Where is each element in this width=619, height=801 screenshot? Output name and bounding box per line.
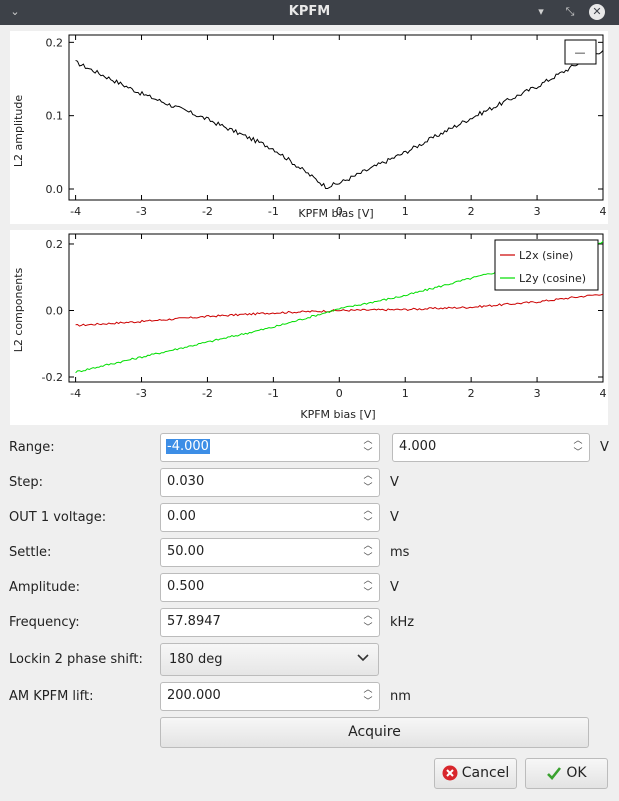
step-value: 0.030 (167, 474, 205, 489)
spin-arrows-icon[interactable]: ︿ ﹀ (363, 506, 373, 528)
spin-arrows-icon[interactable]: ︿ ﹀ (363, 576, 373, 598)
amplitude-value: 0.500 (167, 579, 205, 594)
legend: L2x (sine) L2y (cosine) (494, 239, 599, 291)
x-tick-label: 4 (600, 387, 607, 400)
checkmark-icon (547, 766, 562, 780)
x-tick-label: -3 (136, 387, 147, 400)
range-label: Range: (9, 440, 55, 455)
spin-arrows-icon[interactable]: ︿ ﹀ (363, 471, 373, 493)
y-tick-label: 0.0 (46, 304, 64, 317)
out1-value: 0.00 (167, 509, 196, 524)
settle-input[interactable]: 50.00 ︿ ﹀ (160, 538, 380, 567)
range-min-input[interactable]: -4.000 ︿ ﹀ (160, 433, 380, 462)
spin-arrows-icon[interactable]: ︿ ﹀ (363, 436, 373, 458)
y-tick-label: -0.2 (42, 371, 63, 384)
amplitude-plot: -4 -3 -2 -1 0 1 2 3 4 0.2 0.1 0.0 L2 amplitude KPFM… (10, 31, 608, 224)
window-title: KPFM (288, 4, 331, 19)
frequency-unit: kHz (390, 615, 415, 630)
out1-unit: V (390, 510, 399, 525)
x-tick-label: 4 (600, 205, 607, 218)
amplitude-unit: V (390, 580, 399, 595)
pin-icon[interactable]: ▾ (538, 5, 544, 18)
out1-label: OUT 1 voltage: (9, 510, 107, 525)
x-tick-label: -2 (202, 205, 213, 218)
acquire-label: Acquire (348, 724, 401, 740)
range-max-value: 4.000 (399, 439, 437, 454)
x-tick-label: 1 (402, 387, 409, 400)
legend: — (564, 39, 597, 65)
x-tick-label: 0 (336, 205, 343, 218)
y-axis-label: L2 amplitude (12, 95, 25, 167)
settle-unit: ms (390, 545, 410, 560)
out1-input[interactable]: 0.00 ︿ ﹀ (160, 503, 380, 532)
plot-frame (68, 34, 604, 201)
spin-arrows-icon[interactable]: ︿ ﹀ (363, 611, 373, 633)
x-axis-label: KPFM bias [V] (298, 207, 373, 220)
y-axis-label: L2 components (12, 267, 25, 352)
phase-value: 180 deg (169, 652, 223, 667)
cancel-icon (442, 765, 458, 780)
spin-arrows-icon[interactable]: ︿ ﹀ (363, 685, 373, 707)
frequency-input[interactable]: 57.8947 ︿ ﹀ (160, 608, 380, 637)
y-tick-label: 0.1 (46, 110, 64, 123)
phase-select[interactable]: 180 deg (160, 643, 379, 676)
cancel-label: Cancel (461, 765, 510, 781)
x-tick-label: -1 (268, 387, 279, 400)
step-unit: V (390, 475, 399, 490)
x-tick-label: -1 (268, 205, 279, 218)
y-tick-label: 0.0 (46, 183, 64, 196)
x-tick-label: 0 (336, 387, 343, 400)
settle-value: 50.00 (167, 544, 205, 559)
components-plot-svg: -4 -3 -2 -1 0 1 2 3 4 0.2 0.0 -0.2 L2 components KP… (12, 233, 607, 421)
x-tick-label: -4 (70, 205, 81, 218)
amplitude-series-line (75, 50, 604, 189)
spin-arrows-icon[interactable]: ︿ ﹀ (363, 541, 373, 563)
lift-input[interactable]: 200.000 ︿ ﹀ (160, 682, 380, 711)
lift-label: AM KPFM lift: (9, 689, 94, 704)
x-tick-label: 3 (534, 205, 541, 218)
range-min-value: -4.000 (166, 439, 210, 454)
amplitude-label: Amplitude: (9, 580, 80, 595)
legend-entry: — (575, 46, 586, 59)
chevron-down-icon (357, 654, 369, 662)
step-label: Step: (9, 475, 43, 490)
range-unit: V (600, 440, 609, 455)
ok-label: OK (566, 765, 587, 781)
title-bar: ⌄ KPFM ▾ ⤡ ✕ (0, 0, 619, 25)
x-axis-label: KPFM bias [V] (300, 408, 375, 421)
amplitude-input[interactable]: 0.500 ︿ ﹀ (160, 573, 380, 602)
close-icon[interactable]: ✕ (589, 4, 605, 20)
lift-unit: nm (390, 689, 411, 704)
step-input[interactable]: 0.030 ︿ ﹀ (160, 468, 380, 497)
x-tick-label: 3 (534, 387, 541, 400)
frequency-value: 57.8947 (167, 614, 221, 629)
x-tick-label: 2 (468, 205, 475, 218)
restore-icon[interactable]: ⤡ (565, 5, 575, 18)
x-tick-label: 1 (402, 205, 409, 218)
range-max-input[interactable]: 4.000 ︿ ﹀ (392, 433, 590, 462)
x-tick-label: 2 (468, 387, 475, 400)
plot-frame (68, 233, 604, 383)
phase-label: Lockin 2 phase shift: (9, 652, 143, 667)
legend-entry-l2y: L2y (cosine) (519, 272, 586, 285)
acquire-button[interactable]: Acquire (160, 717, 589, 748)
spin-arrows-icon[interactable]: ︿ ﹀ (573, 436, 583, 458)
y-tick-label: 0.2 (46, 238, 64, 251)
x-tick-label: -2 (202, 387, 213, 400)
cancel-button[interactable]: Cancel (434, 758, 517, 789)
settle-label: Settle: (9, 545, 52, 560)
ok-button[interactable]: OK (525, 758, 608, 789)
frequency-label: Frequency: (9, 615, 80, 630)
x-tick-label: -4 (70, 387, 81, 400)
lift-value: 200.000 (167, 688, 221, 703)
y-tick-label: 0.2 (46, 36, 64, 49)
window-menu-chevron-icon[interactable]: ⌄ (10, 5, 20, 18)
amplitude-plot-svg: -4 -3 -2 -1 0 1 2 3 4 0.2 0.1 0.0 L2 amplitude KPFM… (12, 34, 607, 220)
legend-entry-l2x: L2x (sine) (519, 249, 573, 262)
x-tick-label: -3 (136, 205, 147, 218)
components-plot: -4 -3 -2 -1 0 1 2 3 4 0.2 0.0 -0.2 L2 components KP… (10, 230, 608, 425)
l2x-series-line (75, 293, 604, 327)
